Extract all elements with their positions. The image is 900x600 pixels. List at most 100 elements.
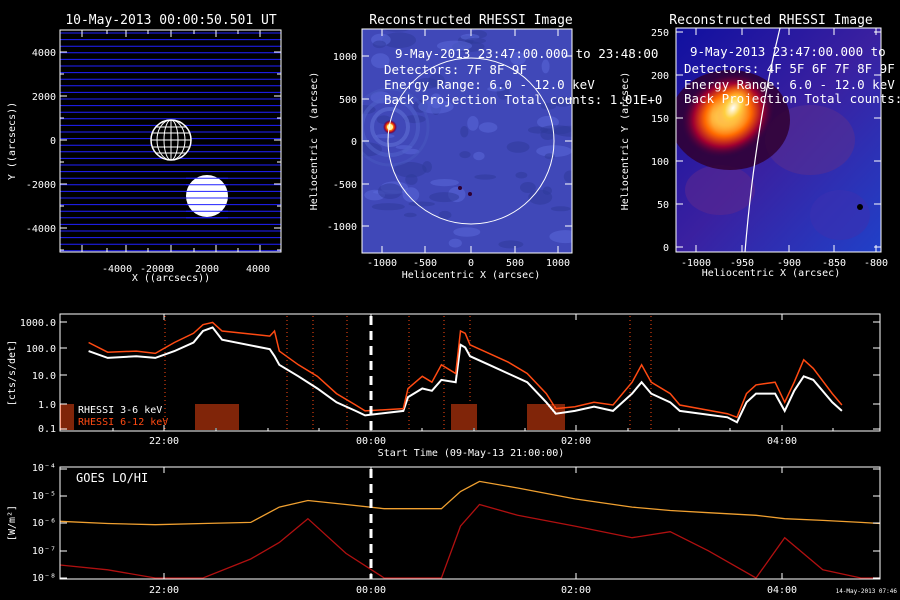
noise-blob — [510, 51, 526, 66]
panel2-image — [362, 29, 572, 253]
noise-blob — [375, 134, 395, 139]
panel2-xtick-3: 0 — [468, 258, 474, 269]
panel3-frame — [675, 27, 882, 253]
panel1-xtick-2: -2000 — [140, 264, 170, 275]
panel3-image — [676, 28, 881, 252]
panel3-ylabel: Heliocentric Y (arcsec) — [620, 72, 631, 210]
rhessi-ytick-1: 1000.0 — [20, 318, 56, 329]
panel3-ytick-2: 200 — [651, 71, 669, 82]
panel2-info-energy: Energy Range: 6.0 - 12.0 keV — [384, 77, 595, 92]
noise-blob — [528, 189, 553, 205]
noise-blob — [436, 40, 473, 52]
rhessi-ytick-2: 100.0 — [26, 344, 56, 355]
noise-blob — [460, 126, 469, 138]
noise-blob — [459, 151, 471, 159]
noise-blob — [371, 53, 390, 69]
noise-blob — [520, 182, 536, 193]
noise-blob — [498, 240, 524, 249]
noise-blob — [372, 40, 386, 49]
panel3-ytick-1: 250 — [651, 28, 669, 39]
panel3-ytick-6: 0 — [663, 243, 669, 254]
panel3-xtick-4: -850 — [822, 258, 846, 269]
fov-disk — [186, 175, 228, 217]
noise-blob — [418, 99, 454, 114]
panel3-title: Reconstructed RHESSI Image — [669, 13, 873, 28]
noise-blob — [402, 187, 420, 203]
panel1-xlabel: X ((arcsecs)) — [132, 273, 210, 284]
rhessi-series-low — [88, 326, 843, 424]
panel1-xtick-3: 0 — [168, 264, 174, 275]
noise-blob — [515, 171, 528, 179]
noise-blob — [541, 59, 550, 74]
goes-ytick-2: 10⁻⁵ — [32, 491, 56, 502]
goes-ytick-5: 10⁻⁸ — [32, 573, 56, 584]
panel2-ytick-1: 1000 — [333, 52, 357, 63]
noise-blob — [422, 161, 432, 173]
rhessi-xtick-4: 04:00 — [767, 436, 797, 447]
noise-blob — [430, 179, 459, 187]
goes-timestamp: 14-May-2013 07:46 — [836, 588, 898, 595]
panel1-xtick-5: 4000 — [246, 264, 270, 275]
noise-blob — [536, 145, 572, 157]
panel1-ytick-3: 0 — [50, 136, 56, 147]
panel2-ytick-4: -500 — [333, 180, 357, 191]
sun-disk-grid — [150, 119, 192, 161]
noise-blob — [541, 102, 556, 110]
rhessi-lightcurve: RHESSI 3-6 keV RHESSI 6-12 keV 1000.0 10… — [7, 313, 881, 459]
noise-blob — [537, 115, 559, 129]
goes-xtick-2: 00:00 — [356, 585, 386, 596]
goes-series-hi — [59, 503, 880, 579]
goes-frame — [59, 466, 881, 580]
noise-blob — [403, 212, 417, 218]
noise-blob — [478, 122, 498, 133]
panel2-ytick-3: 0 — [351, 137, 357, 148]
noise-blob — [377, 183, 403, 199]
panel3-info-energy: Energy Range: 6.0 - 12.0 keV — [684, 77, 895, 92]
noise-blob — [453, 227, 481, 237]
panel3-xtick-2: -950 — [730, 258, 754, 269]
rhessi-legend-high: RHESSI 6-12 keV — [78, 417, 168, 428]
noise-blob — [550, 206, 571, 212]
goes-ytick-4: 10⁻⁷ — [32, 546, 56, 557]
rhessi-xtick-3: 02:00 — [561, 436, 591, 447]
rhessi-ytick-4: 1.0 — [38, 400, 56, 411]
noise-blob — [487, 86, 506, 92]
goes-xtick-3: 02:00 — [561, 585, 591, 596]
panel1-ytick-2: 2000 — [32, 92, 56, 103]
noise-blob — [438, 210, 452, 220]
panel2-xlabel: Heliocentric X (arcsec) — [402, 270, 540, 281]
noise-blob — [448, 238, 462, 248]
panel3-ytick-3: 150 — [651, 114, 669, 125]
panel2-xtick-1: -1000 — [367, 258, 397, 269]
panel2-xtick-4: 500 — [506, 258, 524, 269]
panel-3: Reconstructed RHESSI Image 9-May-2013 23… — [620, 13, 900, 279]
panel1-ytick-4: -2000 — [26, 180, 56, 191]
panel1-title: 10-May-2013 00:00:50.501 UT — [65, 13, 276, 28]
goes-xtick-4: 04:00 — [767, 585, 797, 596]
noise-blob — [540, 125, 572, 135]
noise-blob — [383, 29, 410, 32]
panel3-ticks — [676, 28, 881, 252]
goes-ytick-1: 10⁻⁴ — [32, 463, 56, 474]
goes-ytick-3: 10⁻⁶ — [32, 518, 56, 529]
rhessi-ytick-5: 0.1 — [38, 424, 56, 435]
panel2-ytick-5: -1000 — [327, 222, 357, 233]
panel3-info-detectors: Detectors: 4F 5F 6F 7F 8F 9F — [684, 61, 895, 76]
noise-blob — [549, 230, 572, 244]
goes-title: GOES LO/HI — [76, 471, 148, 485]
panel1-ticks — [60, 30, 281, 252]
goes-series-lo — [59, 480, 881, 526]
rhessi-xtick-2: 00:00 — [356, 436, 386, 447]
rhessi-legend-low: RHESSI 3-6 keV — [78, 405, 162, 416]
panel1-ylabel: Y ((arcsecs)) — [7, 102, 18, 180]
panel2-xtick-2: -500 — [413, 258, 437, 269]
noise-blob — [429, 192, 460, 203]
rhessi-series-high — [88, 321, 843, 419]
rhessi-frame — [59, 313, 881, 432]
noise-blob — [563, 170, 572, 183]
rhessi-ylabel: [cts/s/det] — [7, 340, 18, 406]
noise-blob — [371, 203, 405, 211]
panel3-xtick-1: -1000 — [681, 258, 711, 269]
panel1-ytick-5: -4000 — [26, 224, 56, 235]
rhessi-ytick-3: 10.0 — [32, 371, 56, 382]
